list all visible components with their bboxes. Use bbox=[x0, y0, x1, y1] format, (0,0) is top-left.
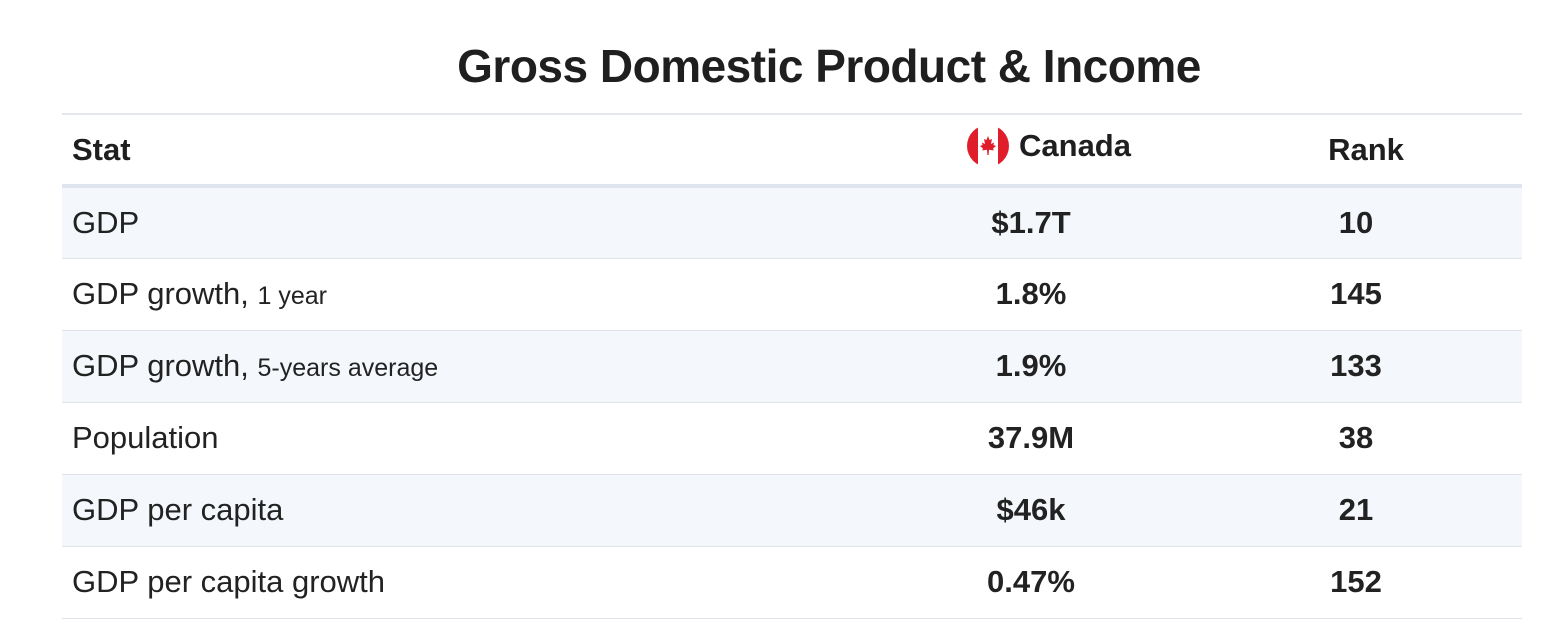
rank-cell: 38 bbox=[1338, 420, 1374, 455]
stat-note: 1 year bbox=[257, 282, 327, 310]
stat-label: GDP per capita growth bbox=[72, 564, 386, 599]
stat-label: GDP per capita bbox=[72, 492, 284, 527]
table-row: GDP $1.7T 10 bbox=[62, 186, 1522, 258]
rank-cell: 152 bbox=[1330, 564, 1382, 599]
country-header-label: Canada bbox=[1019, 127, 1131, 163]
stat-cell: GDP bbox=[62, 186, 872, 258]
stat-cell: GDP growth, 1 year bbox=[62, 258, 872, 330]
stat-column-header[interactable]: Stat bbox=[62, 114, 872, 186]
value-cell: $46k bbox=[996, 492, 1066, 527]
stat-cell: GDP per capita growth bbox=[62, 546, 872, 618]
stat-label: GDP growth, bbox=[72, 276, 249, 311]
country-column-header[interactable]: Canada bbox=[872, 114, 1190, 186]
table-row: GDP growth, 5-years average 1.9% 133 bbox=[62, 330, 1522, 402]
value-cell: 37.9M bbox=[987, 420, 1075, 455]
table-row: GDP growth, 1 year 1.8% 145 bbox=[62, 258, 1522, 330]
rank-column-header[interactable]: Rank bbox=[1190, 114, 1522, 186]
rank-cell: 21 bbox=[1338, 492, 1374, 527]
canada-flag-icon bbox=[967, 124, 1009, 167]
table-row: GDP per capita growth 0.47% 152 bbox=[62, 546, 1522, 618]
stat-label: GDP growth, bbox=[72, 348, 249, 383]
value-cell: 0.47% bbox=[987, 564, 1075, 599]
value-cell: $1.7T bbox=[991, 204, 1071, 240]
table-row: GDP per capita $46k 21 bbox=[62, 474, 1522, 546]
page-title: Gross Domestic Product & Income bbox=[457, 40, 1201, 92]
country-header: Canada bbox=[967, 124, 1131, 167]
table-row: Population 37.9M 38 bbox=[62, 402, 1522, 474]
value-cell: 1.9% bbox=[995, 348, 1067, 383]
stat-label: GDP bbox=[72, 204, 140, 240]
value-cell: 1.8% bbox=[995, 276, 1067, 311]
header-row: Stat bbox=[62, 114, 1522, 186]
stat-cell: GDP growth, 5-years average bbox=[62, 330, 872, 402]
stats-table: Stat bbox=[62, 113, 1522, 619]
stat-label: Population bbox=[72, 420, 219, 455]
rank-cell: 10 bbox=[1338, 204, 1374, 240]
table-body: GDP $1.7T 10 GDP growth, 1 year 1.8% 145… bbox=[62, 186, 1522, 618]
table-header: Stat bbox=[62, 114, 1522, 186]
stat-cell: GDP per capita bbox=[62, 474, 872, 546]
rank-cell: 145 bbox=[1330, 276, 1382, 311]
stat-header-label: Stat bbox=[72, 131, 131, 167]
rank-cell: 133 bbox=[1330, 348, 1382, 383]
rank-header-label: Rank bbox=[1328, 131, 1404, 167]
stat-cell: Population bbox=[62, 402, 872, 474]
stat-note: 5-years average bbox=[257, 354, 439, 382]
